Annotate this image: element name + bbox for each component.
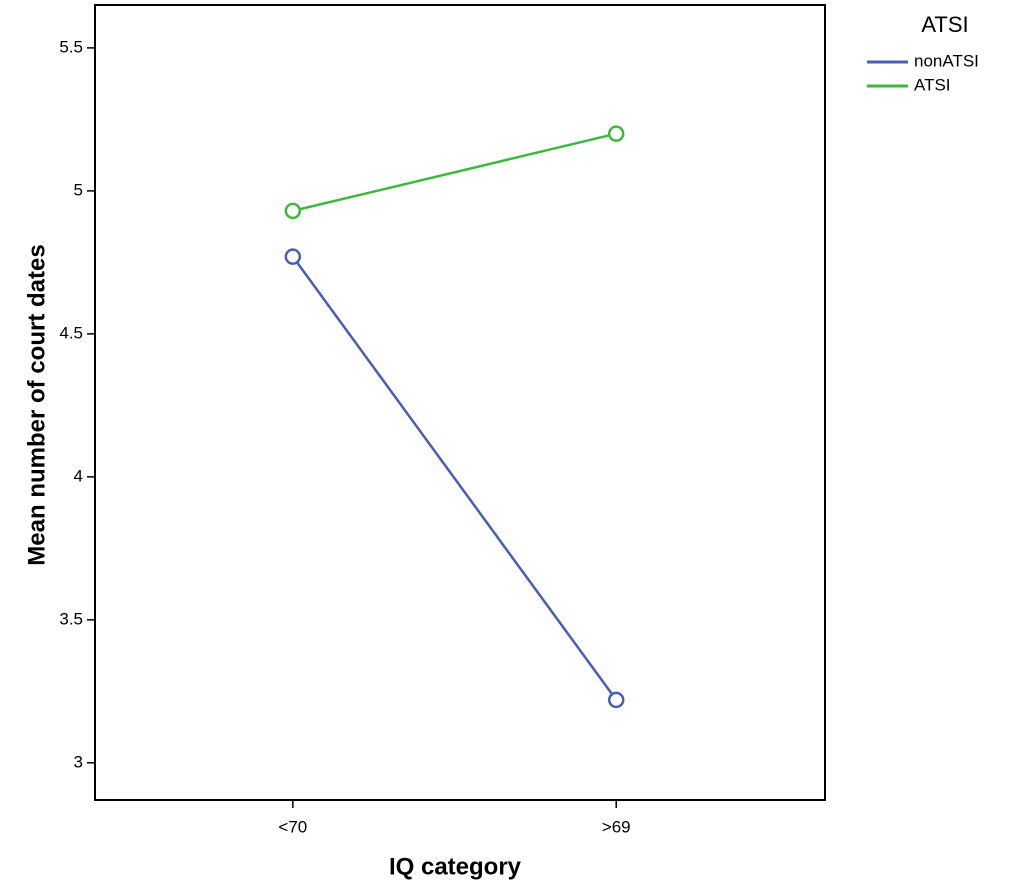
y-tick-label: 5.5: [59, 37, 83, 56]
y-tick-label: 5: [74, 180, 83, 199]
y-tick-label: 3: [74, 752, 83, 771]
legend-title: ATSI: [921, 12, 968, 37]
series-line: [292, 132, 617, 213]
legend-label: nonATSI: [914, 51, 979, 70]
legend-label: ATSI: [914, 75, 951, 94]
series-line: [291, 255, 618, 701]
plot-frame: [94, 4, 826, 801]
y-tick-label: 4: [74, 466, 83, 485]
y-tick-label: 4.5: [59, 323, 83, 342]
point-marker: [607, 125, 625, 142]
point-marker: [284, 248, 302, 265]
x-axis-label: IQ category: [389, 853, 522, 880]
x-tick-label: <70: [278, 817, 307, 836]
point-marker: [607, 691, 625, 709]
x-tick-label: >69: [602, 817, 631, 836]
y-tick-label: 3.5: [59, 609, 83, 628]
y-axis-label: Mean number of court dates: [23, 244, 50, 565]
point-marker: [284, 202, 302, 220]
